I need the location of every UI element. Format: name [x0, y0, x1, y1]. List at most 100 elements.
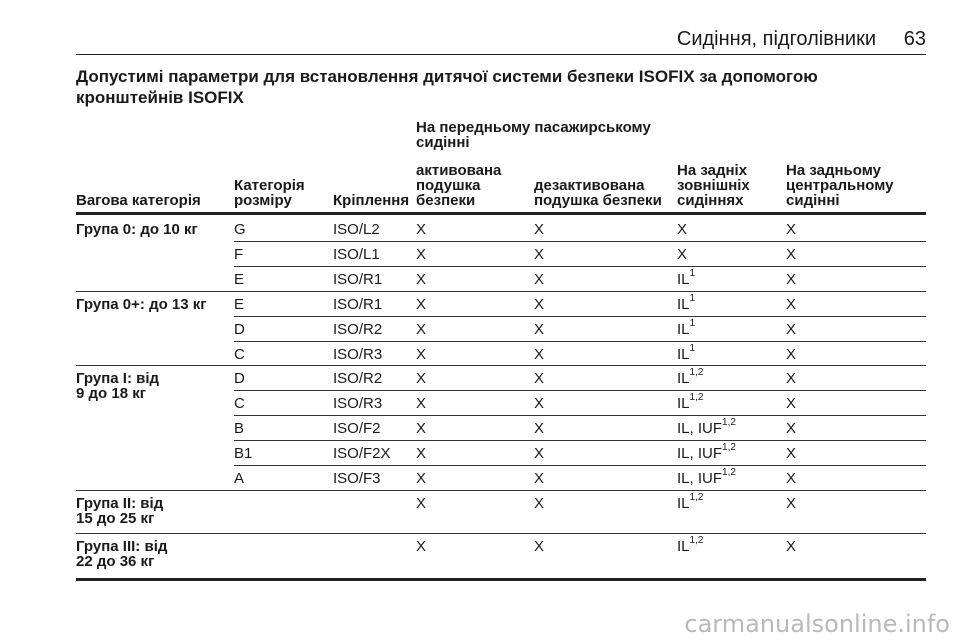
cell-rear-center: X [786, 420, 797, 438]
cell-rear-outer: X [677, 222, 687, 237]
cell-size: D [234, 370, 245, 388]
cell-fixture: ISO/L1 [333, 245, 380, 263]
document-title: Допустимі параметри для встановлення дит… [76, 67, 818, 107]
group-label: Група I: від [76, 370, 160, 388]
group-header: сидінні [416, 134, 470, 151]
group-label: Група 0: до 10 кг [76, 221, 198, 238]
cell-fixture: ISO/R2 [333, 320, 383, 338]
cell-deactive: X [534, 395, 545, 413]
footnote-marker: 1 [689, 267, 696, 279]
cell-active: X [416, 245, 427, 263]
column-header-deactive: подушка безпеки [534, 192, 662, 209]
column-header-rear-center: сидінні [786, 192, 840, 209]
cell-fixture: ISO/F3 [333, 470, 381, 487]
header-rule [76, 212, 926, 215]
group-label: 9 до 18 кг [76, 385, 146, 403]
column-header-rear-center: центральному [786, 177, 894, 194]
table-bottom-rule [76, 577, 926, 581]
column-header-active: подушка [416, 177, 481, 194]
footnote-marker: 1 [689, 342, 696, 354]
row-divider [234, 265, 926, 267]
footnote-marker: 1 [689, 317, 696, 329]
group-divider [76, 290, 926, 292]
footnote-marker: 1,2 [689, 367, 704, 379]
cell-rear-outer-value: IL [677, 345, 690, 363]
cell-active: X [416, 395, 427, 413]
cell-rear-outer: IL1 [677, 318, 695, 338]
cell-rear-outer-value: IL, IUF [677, 445, 723, 463]
cell-rear-outer: IL1 [677, 268, 695, 287]
cell-rear-outer-value: IL [677, 295, 690, 313]
cell-deactive: X [534, 537, 545, 555]
cell-deactive: X [534, 245, 545, 263]
cell-rear-outer: IL1 [677, 293, 695, 313]
cell-rear-center: X [786, 445, 797, 463]
cell-rear-outer-value: IL [677, 395, 690, 413]
cell-active: X [416, 295, 427, 313]
cell-rear-outer: X [677, 247, 687, 262]
page-header: Сидіння, підголівники 63 [76, 24, 926, 55]
cell-fixture: ISO/R3 [333, 345, 383, 363]
group-label: Група II: від [76, 494, 164, 512]
row-divider [234, 440, 926, 442]
column-header-size: розміру [234, 192, 292, 209]
cell-deactive: X [534, 445, 545, 463]
cell-fixture: ISO/R1 [333, 270, 383, 288]
cell-deactive: X [534, 270, 545, 288]
cell-size: C [234, 395, 245, 413]
cell-rear-center: X [786, 295, 797, 313]
cell-rear-center: X [786, 245, 797, 263]
cell-deactive: X [534, 320, 545, 338]
cell-rear-outer: IL1,2 [677, 492, 703, 512]
cell-rear-outer: IL, IUF1,2 [677, 443, 736, 463]
cell-rear-outer-value: IL [677, 320, 690, 338]
cell-rear-outer-value: IL [677, 537, 690, 555]
footnote-marker: 1,2 [689, 392, 704, 404]
section-title: Сидіння, підголівники [676, 28, 876, 50]
footnote-marker: 1,2 [689, 491, 704, 503]
column-header-deactive: дезактивована [534, 177, 645, 194]
footnote-marker: 1,2 [722, 417, 736, 429]
group-header: На передньому пасажирському [416, 119, 651, 136]
column-header-active: безпеки [416, 192, 476, 209]
column-header-rear-outer: сидіннях [677, 192, 744, 209]
footnote-marker: 1,2 [722, 442, 736, 454]
cell-rear-outer-value: X [677, 245, 688, 263]
cell-rear-center: X [786, 395, 797, 413]
cell-fixture: ISO/F2X [333, 445, 391, 463]
group-divider [76, 532, 926, 534]
cell-deactive: X [534, 295, 545, 313]
column-header-fixture: Кріплення [333, 192, 410, 209]
column-header-size: Категорія [234, 177, 305, 194]
cell-active: X [416, 320, 427, 338]
cell-active: X [416, 470, 427, 487]
cell-active: X [416, 221, 427, 238]
group-label: Група III: від [76, 537, 168, 555]
cell-size: E [234, 295, 245, 313]
cell-fixture: ISO/R3 [333, 395, 383, 413]
cell-size: G [234, 221, 246, 238]
cell-deactive: X [534, 470, 545, 487]
cell-fixture: ISO/R1 [333, 295, 383, 313]
column-header-rear-outer: зовнішніх [677, 177, 750, 194]
cell-fixture: ISO/R2 [333, 370, 383, 388]
cell-rear-outer-value: IL, IUF [677, 420, 723, 438]
cell-rear-outer: IL1 [677, 343, 695, 363]
cell-rear-center: X [786, 494, 797, 512]
cell-rear-center: X [786, 537, 797, 555]
footnote-marker: 1 [689, 292, 696, 304]
cell-rear-outer: IL1,2 [677, 393, 703, 413]
cell-rear-center: X [786, 270, 797, 288]
cell-rear-outer-value: IL [677, 370, 690, 388]
cell-size: B1 [234, 445, 253, 463]
row-divider [234, 465, 926, 466]
cell-deactive: X [534, 370, 545, 388]
cell-size: C [234, 345, 245, 363]
column-header-active: активована [416, 162, 502, 179]
cell-rear-outer-value: IL [677, 494, 690, 512]
row-divider [234, 390, 926, 392]
row-divider [234, 415, 926, 417]
cell-active: X [416, 370, 427, 388]
cell-rear-outer: IL1,2 [677, 368, 703, 388]
group-label: 22 до 36 кг [76, 552, 155, 570]
